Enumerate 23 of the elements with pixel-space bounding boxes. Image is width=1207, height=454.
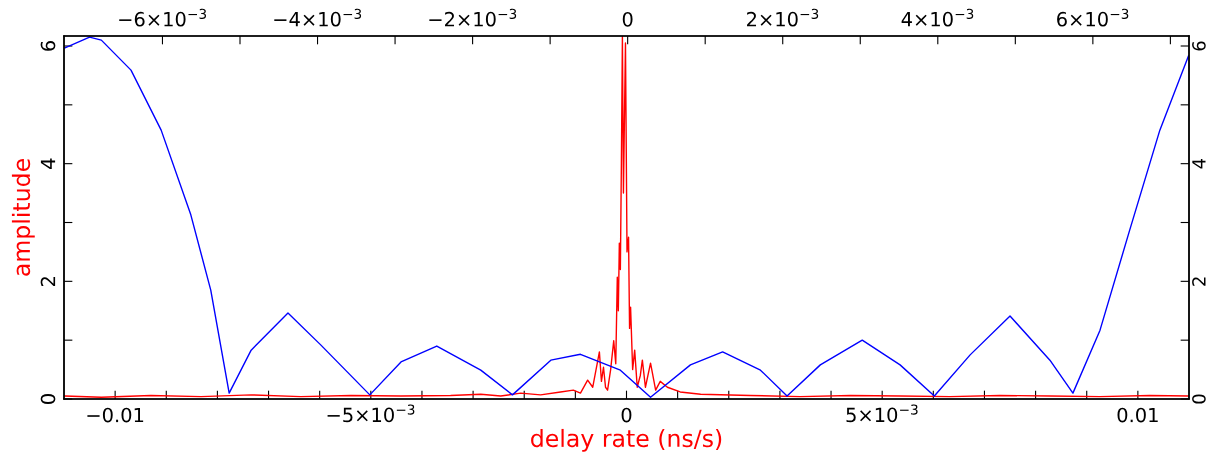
x2-tick-label: 4×10$^{−3}$ bbox=[901, 8, 974, 27]
y2-tick-label: 0 bbox=[1192, 394, 1206, 404]
y2-tick-label: 6 bbox=[1192, 41, 1206, 51]
x-tick-label: 5×10$^{−3}$ bbox=[846, 404, 918, 423]
y-tick-label: 6 bbox=[40, 41, 56, 51]
y-tick-label: 4 bbox=[40, 158, 56, 169]
x2-tick-label: 2×10$^{−3}$ bbox=[747, 8, 819, 27]
x2-tick-label: −4×10$^{−3}$ bbox=[274, 8, 362, 27]
x2-tick-label: 6×10$^{−3}$ bbox=[1057, 8, 1129, 27]
y-axis-title: amplitude bbox=[11, 159, 35, 276]
x-tick-label: −5×10$^{−3}$ bbox=[327, 404, 415, 423]
x-tick-label: 0 bbox=[621, 407, 632, 423]
x-axis-title: delay rate (ns/s) bbox=[531, 428, 722, 452]
y-tick-label: 0 bbox=[40, 394, 56, 404]
y-tick-label: 2 bbox=[40, 277, 56, 287]
x2-tick-label: −6×10$^{−3}$ bbox=[119, 8, 207, 27]
x-tick-label: 0.01 bbox=[1117, 407, 1158, 423]
x-tick-label: −0.01 bbox=[87, 407, 144, 423]
x2-tick-label: −2×10$^{−3}$ bbox=[429, 8, 517, 27]
y2-tick-label: 2 bbox=[1192, 277, 1206, 286]
y2-tick-label: 4 bbox=[1192, 158, 1206, 169]
line-series bbox=[64, 36, 1189, 398]
x2-tick-label: 0 bbox=[622, 11, 633, 27]
